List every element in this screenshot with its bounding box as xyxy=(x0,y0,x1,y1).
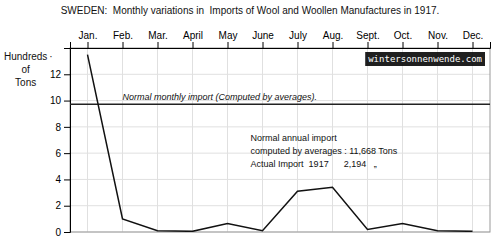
tick-label: Nov. xyxy=(428,30,448,41)
tick: Oct. xyxy=(394,30,412,48)
grid-line xyxy=(122,48,123,232)
tick: Feb. xyxy=(113,30,133,48)
plot-frame xyxy=(70,48,490,232)
tick-mark xyxy=(263,42,264,48)
tick-label: 12 xyxy=(50,69,62,80)
tick-label: 2 xyxy=(55,200,61,211)
tick-mark xyxy=(64,179,70,180)
tick-label: Jan. xyxy=(79,30,98,41)
grid-line xyxy=(70,205,490,206)
tick-label: July xyxy=(289,30,307,41)
grid-line xyxy=(367,48,368,232)
tick: April xyxy=(183,30,203,48)
grid-line xyxy=(402,48,403,232)
tick: 2 xyxy=(55,200,70,211)
tick: 6 xyxy=(55,148,70,159)
tick-mark xyxy=(64,127,70,128)
axis-title: Tons xyxy=(15,77,36,88)
tick: Nov. xyxy=(428,30,448,48)
tick: 8 xyxy=(55,122,70,133)
tick: 4 xyxy=(55,174,70,185)
grid-line xyxy=(70,179,490,180)
x-axis: Jan. Feb. Mar. April May June July Aug. Sept. Oct… xyxy=(71,30,491,49)
tick-label: Feb. xyxy=(113,30,133,41)
tick-mark xyxy=(64,153,70,154)
grid-line xyxy=(87,48,88,232)
marks xyxy=(70,55,490,232)
reference-label: Normal monthly import (Computed by avera… xyxy=(123,92,318,102)
tick-mark xyxy=(64,232,70,233)
chart: Jan. Feb. Mar. April May June July Aug. Sept. Oct… xyxy=(0,0,500,242)
tick-label: 4 xyxy=(55,174,61,185)
tick: 0 xyxy=(55,227,70,238)
grid-line xyxy=(70,126,490,127)
tick-label: 0 xyxy=(55,227,61,238)
axis-title: Hundreds xyxy=(4,51,47,62)
grid-line xyxy=(157,48,158,232)
tick-label: 10 xyxy=(50,95,62,106)
tick-label: 6 xyxy=(55,148,61,159)
tick-label: Dec. xyxy=(463,30,484,41)
tick-mark xyxy=(333,42,334,48)
tick-mark xyxy=(64,101,70,102)
tick-mark xyxy=(298,42,299,48)
tick-mark xyxy=(64,74,70,75)
tick-mark xyxy=(158,42,159,48)
tick-mark xyxy=(193,42,194,48)
tick-label: Sept. xyxy=(356,30,379,41)
axis-line xyxy=(71,42,491,49)
axis-title: of xyxy=(22,64,31,75)
grid-line xyxy=(70,74,490,75)
data-line xyxy=(88,55,473,232)
annotation: computed by averages : 11,668 Tons xyxy=(251,146,398,156)
axis-title: · xyxy=(49,51,52,62)
reference-line xyxy=(70,104,490,106)
tick-label: Mar. xyxy=(148,30,167,41)
annotation: Normal annual import xyxy=(251,133,338,143)
tick: May xyxy=(219,30,238,48)
tick-label: Oct. xyxy=(394,30,412,41)
annotation: Actual Import 1917 2,194 „ xyxy=(251,159,377,169)
watermark-text: wintersonnenwende.com xyxy=(368,54,482,64)
grid xyxy=(70,48,490,232)
watermark-box xyxy=(365,52,485,66)
tick-label: Aug. xyxy=(323,30,344,41)
tick-mark xyxy=(403,42,404,48)
tick: Mar. xyxy=(148,30,167,48)
tick-mark xyxy=(473,42,474,48)
tick: Aug. xyxy=(323,30,344,48)
grid-line xyxy=(437,48,438,232)
grid-line xyxy=(472,48,473,232)
tick: 10 xyxy=(50,95,70,106)
grid-line xyxy=(227,48,228,232)
watermark: wintersonnenwende.com xyxy=(365,52,485,66)
tick-mark xyxy=(368,42,369,48)
tick-mark xyxy=(438,42,439,48)
tick-mark xyxy=(88,42,89,48)
tick-mark xyxy=(228,42,229,48)
tick: Sept. xyxy=(356,30,379,48)
tick-label: June xyxy=(252,30,274,41)
tick-mark xyxy=(123,42,124,48)
tick-label: 8 xyxy=(55,122,61,133)
tick-label: April xyxy=(183,30,203,41)
tick-label: May xyxy=(219,30,238,41)
tick: July xyxy=(289,30,307,48)
y-axis: 0 2 4 6 8 10 12 xyxy=(50,49,71,238)
axis-line xyxy=(64,49,71,233)
tick: Jan. xyxy=(79,30,98,48)
tick: Dec. xyxy=(463,30,484,48)
tick: June xyxy=(252,30,274,48)
tick-mark xyxy=(64,206,70,207)
title: SWEDEN: Monthly variations in Imports of… xyxy=(61,5,440,16)
tick: 12 xyxy=(50,69,70,80)
grid-line xyxy=(192,48,193,232)
